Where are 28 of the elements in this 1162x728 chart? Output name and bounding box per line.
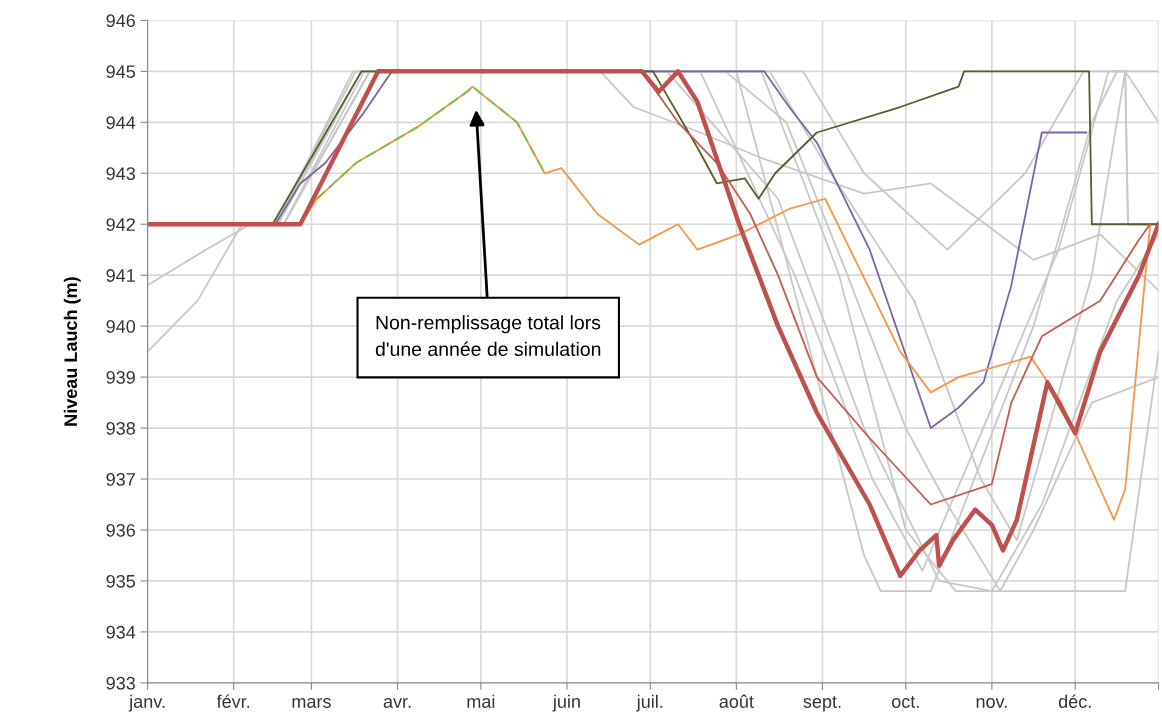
y-tick-label: 937 bbox=[106, 472, 135, 486]
annotation: Non-remplissage total lors d'une année de simulation bbox=[375, 315, 601, 357]
x-tick-label: avr. bbox=[383, 698, 411, 708]
y-tick-label: 946 bbox=[106, 14, 135, 28]
y-tick-label: 941 bbox=[106, 269, 135, 282]
x-tick-label: nov. bbox=[976, 698, 1007, 708]
x-tick-label: août bbox=[719, 694, 754, 708]
x-tick-label: sept. bbox=[803, 696, 841, 712]
y-tick-label: 934 bbox=[106, 625, 136, 639]
x-tick-label: févr. bbox=[216, 694, 250, 708]
x-tick-label: oct. bbox=[891, 696, 919, 708]
y-tick-label: 936 bbox=[106, 523, 135, 537]
y-tick-label: 945 bbox=[106, 65, 136, 79]
y-tick-label: 938 bbox=[106, 422, 135, 435]
x-tick-label: mars bbox=[292, 698, 331, 708]
y-tick-label: 940 bbox=[106, 320, 136, 333]
x-tick-label: janv. bbox=[128, 694, 165, 712]
x-tick-label: déc. bbox=[1058, 694, 1091, 708]
x-tick-label: mai bbox=[467, 694, 495, 708]
y-axis-title: Niveau Lauch (m) bbox=[63, 277, 81, 426]
y-tick-label: 939 bbox=[106, 371, 135, 384]
y-tick-label: 943 bbox=[106, 167, 135, 180]
y-tick-label: 935 bbox=[106, 574, 136, 588]
x-tick-label: juil. bbox=[636, 694, 663, 712]
y-tick-label: 933 bbox=[106, 676, 135, 690]
y-tick-label: 944 bbox=[106, 116, 136, 130]
y-tick-label: 942 bbox=[106, 218, 135, 231]
x-tick-label: juin bbox=[552, 694, 580, 712]
